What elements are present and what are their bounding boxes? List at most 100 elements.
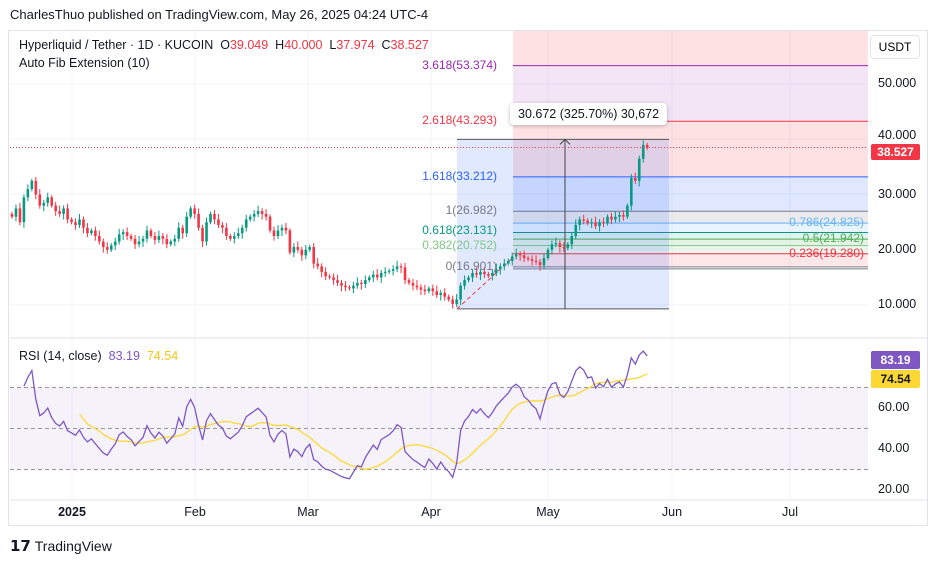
- candle-body: [344, 285, 347, 288]
- fib-level-label: 0.618(23.131): [422, 223, 497, 238]
- tradingview-logo: 𝟭𝟳 TradingView: [10, 537, 112, 555]
- candle-body: [586, 220, 589, 224]
- candle-body: [268, 216, 272, 231]
- candle-body: [495, 269, 498, 273]
- candle-body: [499, 266, 502, 270]
- candle-body: [633, 178, 637, 181]
- fib-zone: [513, 245, 868, 254]
- candle-body: [641, 144, 645, 159]
- close-value: 38.527: [390, 38, 429, 52]
- candle-body: [356, 282, 359, 286]
- candle-body: [213, 213, 216, 220]
- symbol-name[interactable]: Hyperliquid / Tether · 1D · KUCOIN: [19, 38, 214, 52]
- rsi-axis-tick: 60.00: [878, 400, 910, 414]
- candle-body: [316, 263, 319, 267]
- candle-body: [479, 271, 482, 275]
- candle-body: [447, 296, 450, 300]
- fib-indicator-label[interactable]: Auto Fib Extension (10): [19, 56, 150, 70]
- candle-body: [530, 259, 534, 261]
- rsi-value-label: 83.19: [871, 351, 920, 369]
- candle-body: [280, 227, 284, 231]
- candle-body: [264, 213, 268, 217]
- candle-body: [296, 247, 300, 250]
- candle-body: [30, 180, 34, 190]
- candle-body: [395, 266, 399, 270]
- candle-body: [598, 222, 601, 227]
- candle-body: [94, 230, 97, 236]
- candle-body: [312, 247, 316, 264]
- candle-body: [570, 236, 574, 245]
- candle-body: [558, 243, 562, 248]
- candle-body: [606, 216, 609, 224]
- candle-body: [368, 277, 371, 281]
- fib-level-label: 0(16.901): [445, 258, 497, 273]
- candle-body: [550, 244, 554, 250]
- candle-body: [14, 208, 18, 217]
- high-value: 40.000: [284, 38, 323, 52]
- candle-body: [90, 230, 93, 234]
- candle-body: [502, 263, 506, 267]
- candle-body: [415, 285, 419, 288]
- currency-button[interactable]: USDT: [870, 35, 920, 59]
- fib-level-label: 0.786(24.825): [789, 215, 864, 230]
- price-axis-tick: 50.000: [878, 76, 917, 91]
- candle-body: [506, 260, 510, 264]
- candle-body: [165, 238, 169, 245]
- candle-body: [225, 227, 228, 236]
- rsi-value: 83.19: [108, 349, 140, 363]
- candle-body: [637, 158, 641, 181]
- candle-body: [38, 194, 42, 206]
- rsi-axis-tick: 40.00: [878, 441, 910, 455]
- candle-body: [145, 230, 149, 239]
- brand-name: TradingView: [34, 538, 112, 554]
- candle-body: [630, 178, 633, 206]
- candle-body: [518, 254, 522, 256]
- candle-body: [272, 230, 276, 236]
- last-price-label: 38.527: [871, 144, 920, 160]
- candle-body: [491, 272, 494, 276]
- candle-body: [594, 222, 597, 227]
- candle-body: [387, 270, 391, 272]
- candle-body: [546, 249, 550, 259]
- candle-body: [403, 267, 407, 281]
- published-header: CharlesThuo published on TradingView.com…: [10, 7, 429, 22]
- price-axis-tick: 10.000: [878, 297, 917, 311]
- candle-body: [510, 256, 514, 261]
- candle-body: [66, 208, 69, 220]
- candle-body: [276, 230, 280, 236]
- candle-body: [125, 232, 129, 236]
- candle-body: [62, 208, 65, 214]
- candle-body: [383, 271, 387, 273]
- rsi-label[interactable]: RSI (14, close): [19, 349, 102, 363]
- candle-body: [197, 213, 200, 228]
- candle-body: [34, 180, 38, 195]
- candle-body: [185, 216, 188, 234]
- candle-body: [645, 144, 649, 148]
- fib-zone: [513, 253, 868, 267]
- fib-level-label: 2.618(43.293): [422, 113, 497, 128]
- candle-body: [284, 227, 288, 231]
- time-axis-tick: Mar: [297, 505, 319, 519]
- fib-level-label: 1(26.982): [445, 203, 497, 218]
- candle-body: [201, 227, 204, 242]
- candle-body: [526, 258, 530, 260]
- time-axis-tick: Feb: [184, 505, 206, 519]
- candle-body: [22, 197, 26, 223]
- candle-body: [328, 276, 331, 278]
- price-axis-tick: 30.000: [878, 186, 917, 201]
- candle-body: [427, 288, 431, 292]
- candle-body: [292, 247, 296, 253]
- candle-body: [407, 280, 411, 283]
- candle-body: [248, 216, 252, 220]
- candle-body: [602, 222, 605, 224]
- candle-body: [109, 245, 113, 250]
- candle-body: [431, 288, 435, 292]
- candle-body: [534, 260, 538, 262]
- candle-body: [86, 227, 89, 234]
- candle-body: [379, 272, 383, 278]
- candle-body: [618, 215, 621, 217]
- candle-body: [614, 216, 617, 220]
- candle-body: [141, 238, 145, 242]
